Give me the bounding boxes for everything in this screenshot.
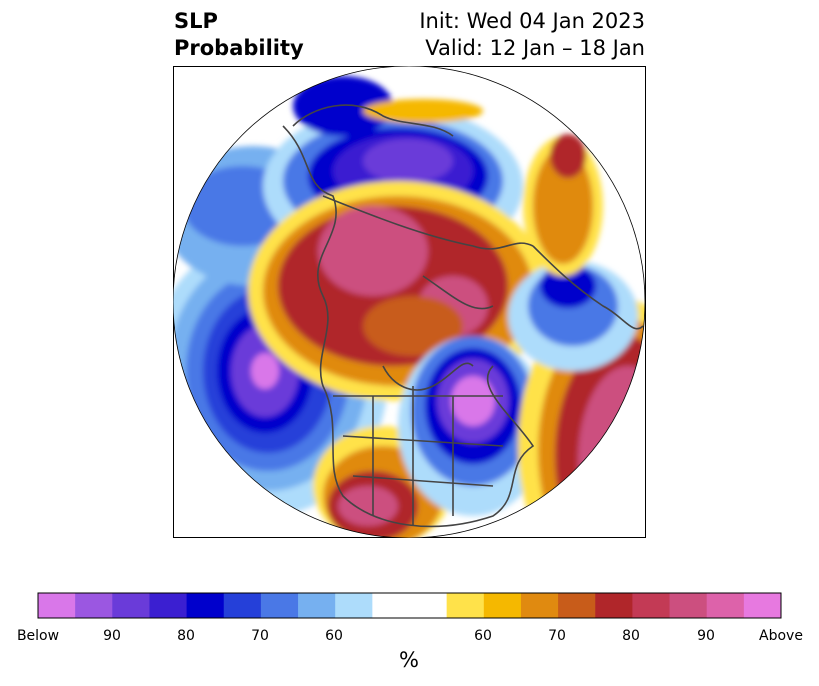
colorbar-swatch-below-7	[298, 593, 336, 618]
colorbar-swatch-below-4	[186, 593, 225, 618]
slp-probability-map	[173, 66, 646, 538]
colorbar-outline	[37, 592, 782, 619]
colorbar-swatch-below-1	[75, 593, 113, 618]
colorbar-swatch-above-0	[446, 593, 485, 618]
colorbar-tick-label: Below	[16, 628, 60, 644]
probability-contour	[363, 99, 483, 123]
probability-fields	[173, 66, 645, 538]
colorbar-tick-label: 70	[251, 628, 269, 644]
title-line-1: SLP	[174, 9, 218, 33]
colorbar-swatch-above-5	[632, 593, 671, 618]
colorbar-swatch-above-8	[743, 593, 782, 618]
probability-contour	[251, 353, 279, 389]
colorbar-swatch-above-7	[706, 593, 745, 618]
probability-contour	[550, 134, 586, 178]
colorbar-unit-label: %	[399, 648, 419, 672]
colorbar-tick-label: 80	[622, 628, 640, 644]
colorbar-tick-label: 90	[697, 628, 715, 644]
colorbar-swatch-below-5	[223, 593, 262, 618]
colorbar-swatch-below-0	[38, 593, 76, 618]
colorbar-swatch-above-1	[483, 593, 522, 618]
colorbar-swatch-below-2	[112, 593, 150, 618]
colorbar-tick-label: 80	[177, 628, 195, 644]
valid-range: Valid: 12 Jan – 18 Jan	[425, 36, 645, 60]
colorbar-swatch-above-3	[558, 593, 596, 618]
map-title: SLP Probability	[174, 8, 304, 62]
probability-contour	[338, 486, 398, 526]
probability-contour	[363, 296, 463, 356]
probability-contour	[363, 139, 453, 183]
init-date: Init: Wed 04 Jan 2023	[419, 9, 645, 33]
colorbar-swatch-above-4	[595, 593, 633, 618]
colorbar-tick-label: 90	[103, 628, 121, 644]
colorbar-tick-label: 60	[474, 628, 492, 644]
forecast-dates: Init: Wed 04 Jan 2023 Valid: 12 Jan – 18…	[419, 8, 645, 62]
colorbar-tick-label: 70	[548, 628, 566, 644]
title-line-2: Probability	[174, 36, 304, 60]
colorbar-tick-label: Above	[759, 628, 803, 644]
colorbar-swatch-below-8	[335, 593, 373, 618]
probability-contour	[540, 264, 596, 308]
probability-contour	[293, 76, 393, 136]
probability-colorbar	[37, 592, 782, 619]
colorbar-swatch-neutral	[372, 593, 447, 618]
colorbar-tick-label: 60	[325, 628, 343, 644]
probability-contour	[451, 376, 495, 426]
probability-contour	[318, 206, 428, 296]
colorbar-swatch-above-2	[520, 593, 559, 618]
probability-contour	[533, 148, 593, 264]
colorbar-swatch-below-3	[149, 593, 188, 618]
colorbar-swatch-below-6	[260, 593, 299, 618]
coastlines	[282, 104, 644, 528]
colorbar-swatch-above-6	[669, 593, 708, 618]
